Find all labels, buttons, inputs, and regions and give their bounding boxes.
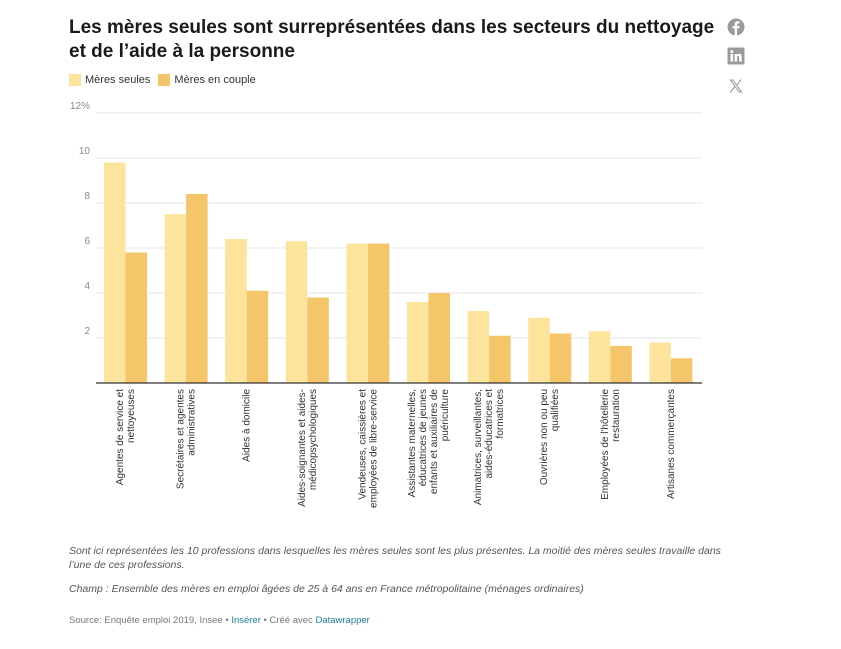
x-tick-label-line: Animatrices, surveillantes, [473, 389, 484, 505]
y-tick-label: 12% [70, 101, 90, 112]
bar-meres-seules [528, 317, 550, 383]
y-tick-label: 4 [84, 281, 90, 292]
x-tick-label-line: aides-éducatrices et [484, 389, 495, 479]
x-tick-label-line: Vendeuses, caissières et [357, 389, 368, 500]
legend: Mères seules Mères en couple [69, 74, 264, 86]
x-tick-label-line: médicopsychologiques [308, 389, 319, 490]
bar-meres-en-couple [367, 243, 390, 383]
bar-meres-seules [346, 243, 368, 383]
x-tick-label-line: enfants et auxiliaires de [429, 389, 440, 495]
x-tick-label-line: Secrétaires et agentes [176, 389, 187, 489]
x-tick-label-line: Aides-soignantes et aides- [297, 389, 308, 507]
bar-meres-en-couple [670, 358, 693, 383]
bar-meres-en-couple [307, 297, 329, 383]
legend-swatch-meres-en-couple [158, 74, 171, 86]
x-tick-label: Assistantes maternelles,éducatrices de j… [407, 389, 451, 498]
note-description: Sont ici représentées les 10 professions… [69, 545, 721, 571]
bar-meres-en-couple [246, 290, 269, 383]
x-tick-label: Aides à domicile [242, 389, 253, 462]
x-tick-label-line: Assistantes maternelles, [407, 389, 418, 497]
source-line: Source: Enquête emploi 2019, Insee • Ins… [69, 615, 370, 626]
source-text: Source: Enquête emploi 2019, Insee [69, 615, 223, 626]
x-tick-label: Aides-soignantes et aides-médicopsycholo… [297, 389, 319, 507]
chart-notes: Sont ici représentées les 10 professions… [69, 544, 739, 606]
x-tick-label-line: formatrices [495, 389, 506, 438]
x-tick-label: Animatrices, surveillantes,aides-éducatr… [473, 389, 506, 505]
x-tick-label: Employées de l'hôtellerierestauration [600, 389, 622, 500]
bar-meres-seules [649, 342, 671, 383]
y-tick-label: 10 [79, 146, 91, 157]
x-tick-label: Agentes de service etnettoyeuses [115, 389, 137, 485]
bar-meres-en-couple [125, 252, 147, 383]
note-scope: Champ : Ensemble des mères en emploi âgé… [69, 583, 584, 595]
x-tick-label-line: employées de libre-service [368, 389, 379, 508]
x-tick-label-line: Ouvrières non ou peu [539, 389, 550, 485]
x-tick-label-line: puériculture [440, 389, 451, 442]
bar-chart: 12% 10 8 6 4 2 Agentes de service etnettoyeuse… [70, 101, 702, 508]
chart-title: Les mères seules sont surreprésentées da… [69, 17, 715, 62]
bar-meres-seules [164, 214, 187, 383]
y-tick-label: 8 [84, 191, 90, 202]
separator: • [260, 615, 270, 626]
bar-meres-seules [225, 239, 247, 383]
legend-label-meres-en-couple: Mères en couple [174, 74, 256, 86]
x-tick-label-line: restauration [611, 389, 622, 442]
legend-item-meres-seules: Mères seules [69, 74, 150, 86]
bar-meres-seules [285, 241, 308, 383]
x-tick-label-line: Agentes de service et [115, 389, 126, 485]
x-tick-label: Artisanes commerçantes [666, 389, 677, 499]
linkedin-icon[interactable] [727, 47, 745, 65]
bar-meres-en-couple [428, 293, 450, 383]
legend-item-meres-en-couple: Mères en couple [158, 74, 256, 86]
x-tick-label-line: administratives [187, 389, 198, 456]
x-tick-label-line: nettoyeuses [126, 389, 137, 443]
bar-meres-en-couple [489, 335, 511, 383]
facebook-icon[interactable] [727, 18, 745, 36]
insert-link[interactable]: Insérer [231, 615, 261, 626]
created-with-text: Créé avec [269, 615, 313, 626]
bar-meres-seules [104, 162, 126, 383]
x-tick-label: Secrétaires et agentesadministratives [176, 389, 198, 489]
bar-meres-en-couple [549, 333, 572, 383]
separator: • [222, 615, 232, 626]
bar-meres-en-couple [186, 194, 208, 383]
x-tick-label: Ouvrières non ou peuqualifiées [539, 389, 561, 485]
x-tick-label: Vendeuses, caissières etemployées de lib… [357, 389, 379, 508]
bar-meres-seules [588, 331, 611, 383]
x-tick-label-line: Artisanes commerçantes [666, 389, 677, 499]
legend-label-meres-seules: Mères seules [85, 74, 151, 86]
bar-meres-seules [407, 302, 429, 383]
x-tick-label-line: Employées de l'hôtellerie [600, 389, 611, 500]
x-tick-label-line: Aides à domicile [242, 389, 253, 462]
datawrapper-link[interactable]: Datawrapper [315, 615, 370, 626]
x-icon[interactable] [727, 77, 745, 95]
y-tick-label: 2 [84, 326, 90, 337]
bar-meres-seules [467, 311, 490, 383]
x-tick-label-line: éducatrices de jeunes [418, 389, 429, 486]
bar-meres-en-couple [610, 345, 632, 383]
x-tick-label-line: qualifiées [550, 389, 561, 431]
y-tick-label: 6 [84, 236, 90, 247]
legend-swatch-meres-seules [69, 74, 81, 86]
